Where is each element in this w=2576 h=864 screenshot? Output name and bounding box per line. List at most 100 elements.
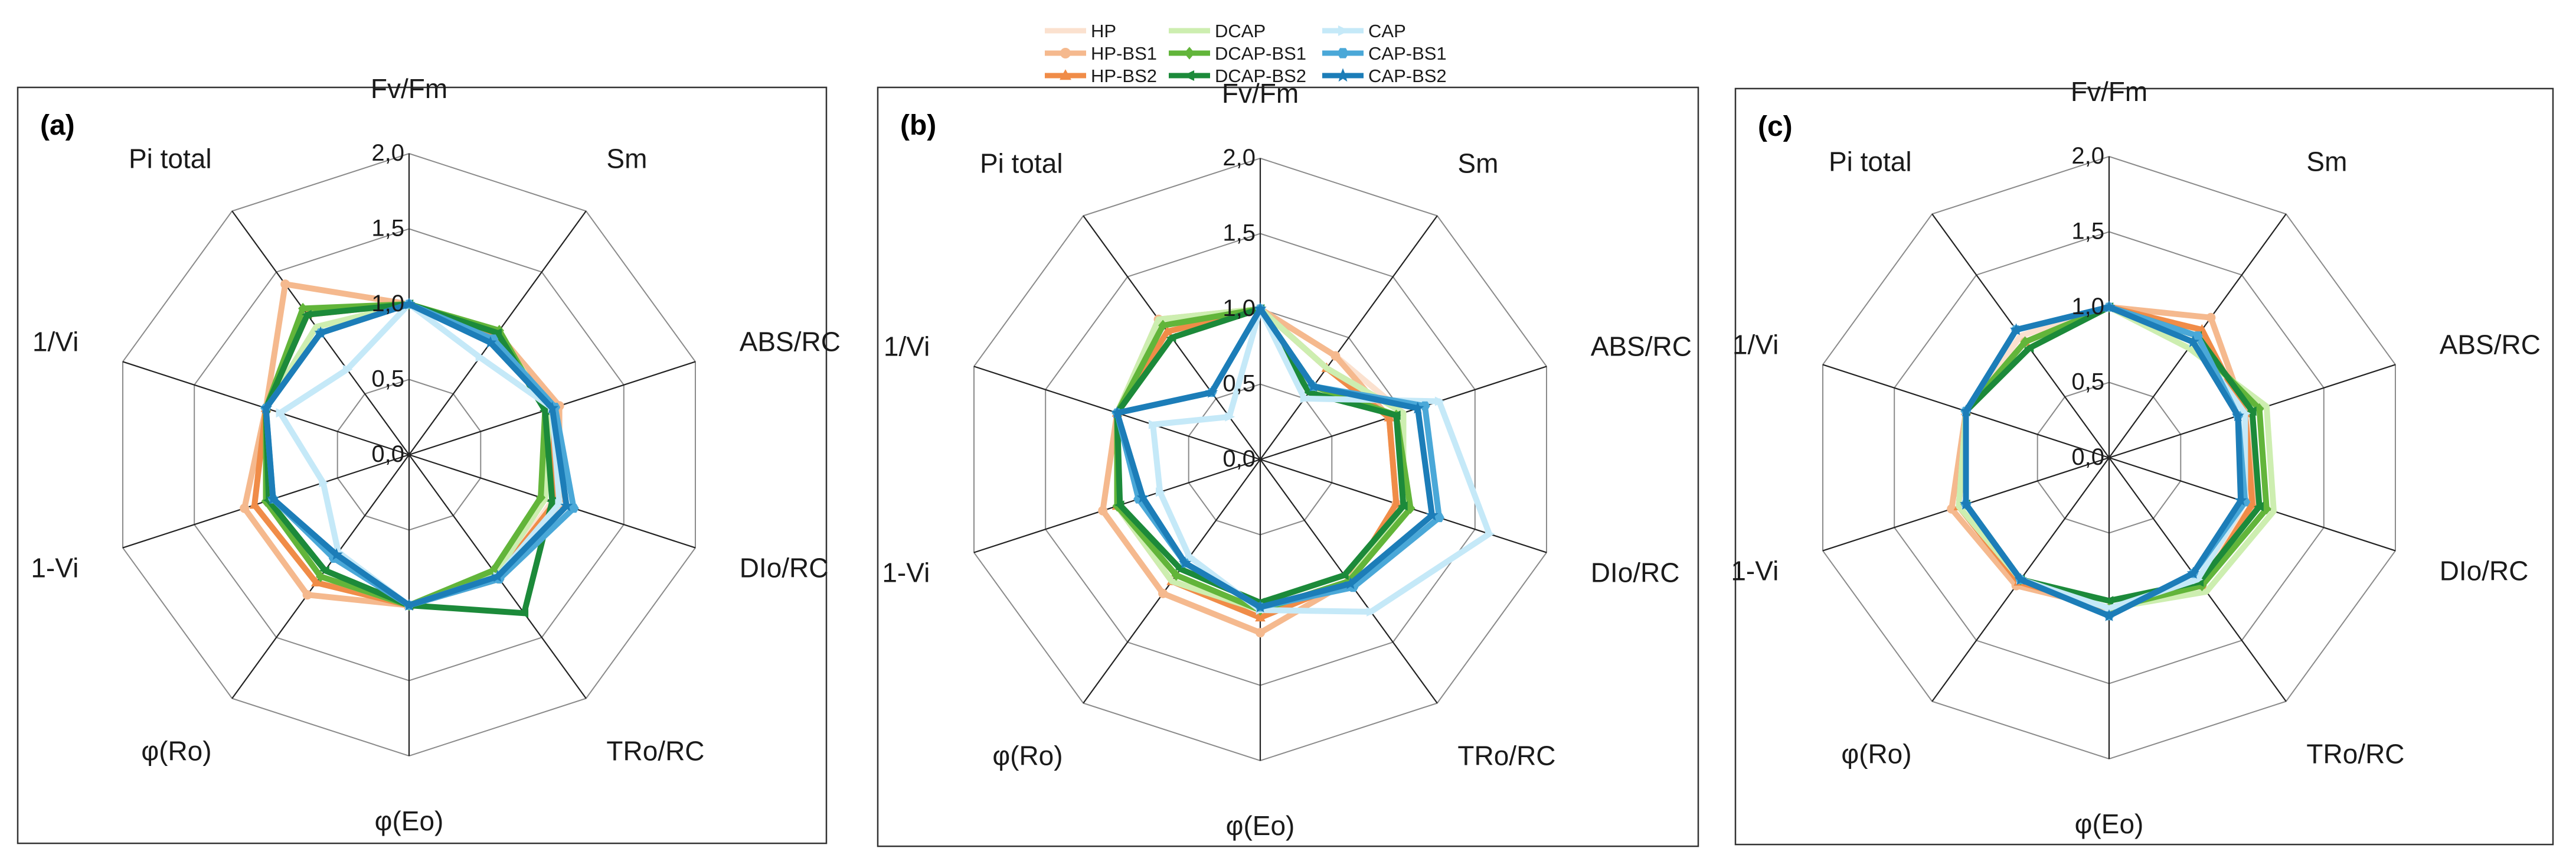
- tick-label: 2,0: [371, 140, 404, 166]
- data-point-cap-tro-rc: [1367, 607, 1377, 617]
- axis-label-abs-rc: ABS/RC: [1591, 331, 1692, 361]
- legend-marker-cap-bs2: [1336, 68, 1350, 82]
- data-point-cap-bs2-phi-ro: [330, 548, 343, 560]
- legend-label-hp: HP: [1091, 21, 1116, 41]
- panel-frame: [17, 86, 828, 845]
- legend-item-cap-bs1: CAP-BS1: [1322, 43, 1447, 64]
- tick-label: 0,0: [2071, 444, 2104, 470]
- data-point-dcap-bs1-dio-rc: [2261, 503, 2271, 515]
- data-point-cap-1-vi: [1148, 419, 1159, 429]
- data-point-cap-bs2-pi-total: [314, 326, 327, 338]
- tick-label: 1,0: [2071, 294, 2104, 319]
- legend-label-dcap: DCAP: [1215, 21, 1266, 41]
- data-point-hp-bs1-sm: [1331, 351, 1341, 361]
- data-point-cap-pi-total: [342, 364, 353, 374]
- data-point-cap-bs2-sm: [1307, 380, 1320, 392]
- tick-label: 2,0: [1222, 145, 1256, 171]
- panel-label: (b): [900, 110, 936, 141]
- data-point-dcap-bs2-phi-ro: [319, 566, 329, 575]
- data-point-cap-bs2-1-vi: [1110, 406, 1124, 419]
- legend-item-hp-bs2: HP-BS2: [1045, 66, 1157, 86]
- data-point-dcap-bs2-abs-rc: [539, 406, 550, 416]
- data-point-hp-bs2-phi-ro: [310, 577, 322, 586]
- data-point-dcap-bs1-phi-ro: [316, 570, 326, 582]
- legend-label-hp-bs1: HP-BS1: [1091, 43, 1157, 64]
- data-point-hp-bs2-phi-eo: [1255, 612, 1266, 622]
- data-point-cap-bs2-tro-rc: [2186, 566, 2200, 579]
- legend-marker-hp-bs2: [1060, 69, 1071, 80]
- panel-frame: [877, 86, 1699, 847]
- data-point-dcap-bs2-dio-rc: [1397, 501, 1408, 511]
- axis-label-abs-rc: ABS/RC: [2440, 329, 2541, 360]
- axis-label-tro-rc: TRo/RC: [606, 736, 704, 767]
- data-point-hp-bs1-phi-eo: [1256, 628, 1265, 638]
- data-point-cap-bs2-phi-eo: [1254, 600, 1267, 612]
- radar-panel-a: (a) 0,0 0,5 1,0 1,5 2,0 Fv/Fm Sm ABS/RC DIo/RC TRo…: [17, 73, 841, 845]
- tick-label: 0,5: [1222, 371, 1256, 397]
- data-point-cap-dio-rc: [555, 498, 565, 508]
- axis-label-dio-rc: DIo/RC: [1591, 557, 1680, 588]
- data-point-cap-bs2-1-vi: [1136, 491, 1149, 503]
- data-point-hp-bs2-1-vi: [249, 499, 260, 509]
- legend-marker-dcap-bs2: [1183, 70, 1195, 81]
- data-point-cap-1-vi: [276, 408, 286, 418]
- axis-label-dio-rc: DIo/RC: [740, 553, 829, 583]
- data-point-hp-bs2-pi-total: [1162, 325, 1173, 335]
- legend-item-hp-bs1: HP-BS1: [1045, 43, 1157, 64]
- data-point-hp-bs1-1-vi: [1947, 504, 1957, 514]
- axis-label-fv-fm: Fv/Fm: [2071, 76, 2147, 107]
- data-point-dcap-bs2-pi-total: [301, 309, 312, 319]
- data-point-cap-bs2-fv-fm: [403, 297, 416, 310]
- axis-label-1-vi: 1/Vi: [884, 331, 930, 361]
- data-point-dcap-bs1-phi-ro: [1171, 569, 1181, 581]
- data-point-cap-bs2-1-vi: [259, 402, 273, 414]
- radar-panel-b: (b) 0,0 0,5 1,0 1,5 2,0 Fv/Fm Sm ABS/RC DIo/RC TRo…: [877, 78, 1699, 847]
- data-point-cap-bs2-abs-rc: [2231, 409, 2244, 422]
- panel-label: (a): [40, 110, 75, 141]
- data-point-cap-dio-rc: [1485, 529, 1495, 539]
- axis-label-phi-ro: φ(Ro): [992, 741, 1063, 771]
- axis-label-pi-total: Pi total: [129, 143, 212, 174]
- data-point-hp-bs1-sm: [2206, 312, 2216, 322]
- data-point-cap-bs2-pi-total: [1205, 386, 1218, 398]
- axis-label-sm: Sm: [1457, 148, 1498, 178]
- data-point-cap-1-vi: [319, 478, 329, 488]
- data-point-cap-bs2-tro-rc: [491, 570, 504, 582]
- data-point-cap-bs1-dio-rc: [568, 503, 579, 513]
- data-point-dcap-bs2-tro-rc: [1338, 570, 1349, 580]
- data-point-dcap-bs2-phi-eo: [2103, 596, 2114, 606]
- data-point-cap-phi-eo: [2104, 604, 2115, 613]
- legend-label-dcap-bs2: DCAP-BS2: [1215, 66, 1306, 86]
- data-point-cap-bs2-tro-rc: [1344, 577, 1357, 589]
- data-point-cap-abs-rc: [1434, 396, 1445, 406]
- data-point-hp-bs1-pi-total: [280, 279, 290, 289]
- data-point-dcap-bs1-pi-total: [2020, 336, 2030, 348]
- data-point-dcap-bs2-dio-rc: [2254, 501, 2264, 511]
- data-point-cap-bs2-dio-rc: [2234, 494, 2247, 506]
- data-point-cap-bs2-fv-fm: [1254, 302, 1267, 315]
- data-point-cap-pi-total: [1225, 412, 1235, 422]
- spoke-sm: [1260, 215, 1438, 460]
- data-point-cap-bs2-pi-total: [2009, 323, 2023, 335]
- data-point-dcap-bs1-dio-rc: [536, 491, 546, 504]
- legend-item-hp: HP: [1045, 21, 1116, 41]
- axis-label-sm: Sm: [2306, 146, 2347, 177]
- legend-marker-dcap-bs1: [1184, 47, 1195, 60]
- data-point-cap-bs2-sm: [2186, 335, 2200, 348]
- legend-marker-cap: [1338, 25, 1349, 36]
- legend-item-dcap-bs1: DCAP-BS1: [1169, 43, 1306, 64]
- data-point-cap-bs2-1-vi: [266, 492, 280, 504]
- data-point-cap-bs2-phi-eo: [403, 598, 416, 611]
- legend-item-dcap-bs2: DCAP-BS2: [1169, 66, 1306, 86]
- legend: HPHP-BS1HP-BS2DCAPDCAP-BS1DCAP-BS2CAPCAP…: [1045, 21, 1447, 86]
- data-point-dcap-bs2-pi-total: [2023, 343, 2034, 353]
- data-point-cap-1-vi: [1156, 487, 1166, 497]
- data-point-hp-bs1-1-vi: [1098, 506, 1108, 516]
- data-point-cap-bs2-fv-fm: [2103, 300, 2116, 313]
- axis-label-1-vi: 1-Vi: [1731, 556, 1779, 586]
- legend-marker-cap-bs1: [1337, 48, 1349, 58]
- axis-label-abs-rc: ABS/RC: [740, 326, 841, 357]
- data-point-cap-bs2-dio-rc: [560, 499, 573, 511]
- data-point-dcap-bs2-1-vi: [1114, 500, 1124, 510]
